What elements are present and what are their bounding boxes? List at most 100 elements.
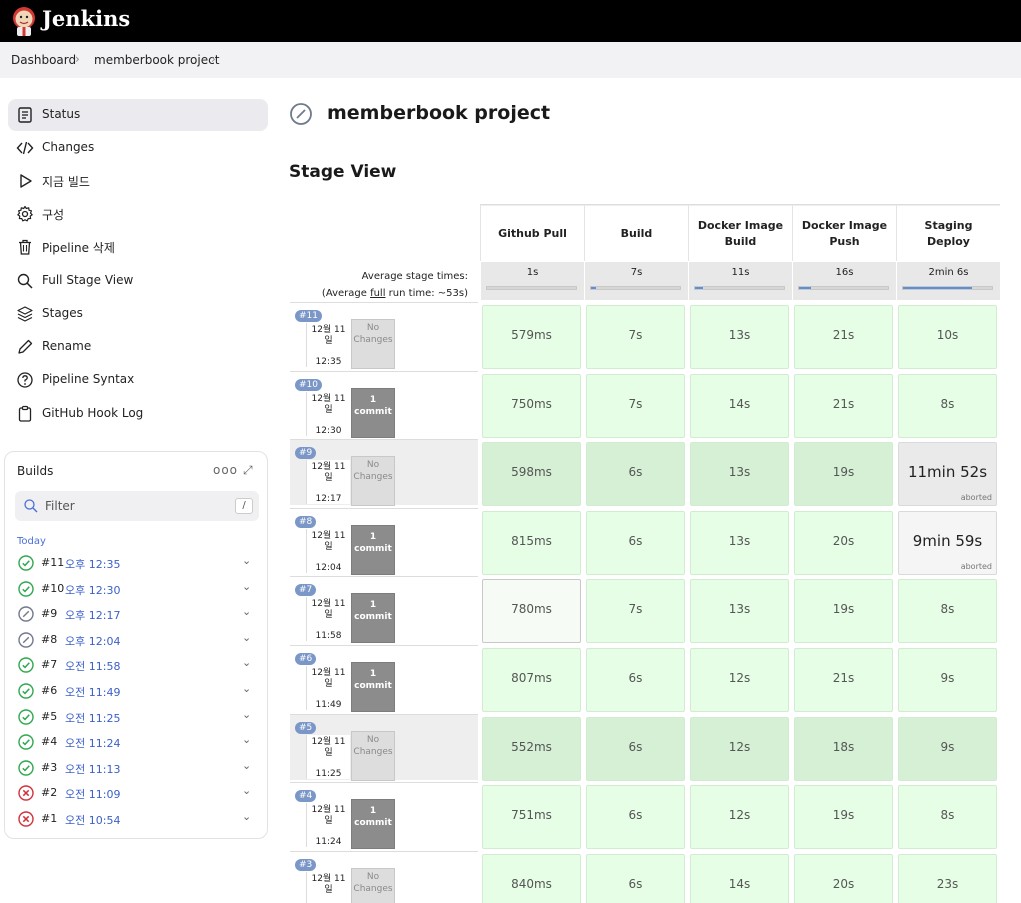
build-time[interactable]: 오후 12:35 bbox=[65, 558, 121, 571]
build-time[interactable]: 오전 11:24 bbox=[65, 737, 121, 751]
run-number-badge[interactable]: #11 bbox=[295, 310, 322, 322]
run-changes[interactable]: No Changes bbox=[351, 456, 395, 506]
stage-cell[interactable]: 21s bbox=[794, 305, 893, 369]
chevron-down-icon[interactable]: ⌄ bbox=[242, 810, 252, 823]
build-number[interactable]: #8 bbox=[41, 632, 58, 646]
chevron-down-icon[interactable]: ⌄ bbox=[242, 758, 252, 772]
stage-cell[interactable]: 19s bbox=[794, 579, 893, 643]
build-number[interactable]: #6 bbox=[41, 684, 58, 697]
run-changes[interactable]: 1 commit bbox=[351, 799, 395, 849]
build-number[interactable]: #11 bbox=[41, 556, 65, 569]
stage-cell[interactable]: 8s bbox=[898, 785, 997, 849]
chevron-down-icon[interactable]: ⌄ bbox=[242, 630, 252, 644]
stage-cell[interactable]: 8s bbox=[898, 579, 997, 643]
build-time[interactable]: 오후 12:30 bbox=[65, 583, 121, 597]
stage-cell[interactable]: 18s bbox=[794, 717, 893, 781]
stage-cell[interactable]: 13s bbox=[690, 579, 789, 643]
sidebar-item-configure[interactable]: 구성 bbox=[8, 198, 268, 230]
sidebar-item-github-hook-log[interactable]: GitHub Hook Log bbox=[8, 398, 268, 430]
build-time[interactable]: 오전 11:49 bbox=[65, 686, 121, 699]
stage-cell[interactable]: 552ms bbox=[482, 717, 581, 781]
run-number-badge[interactable]: #7 bbox=[295, 584, 317, 596]
stage-cell[interactable]: 7s bbox=[586, 305, 685, 369]
brand-name[interactable]: Jenkins bbox=[42, 6, 131, 31]
stage-cell[interactable]: 13s bbox=[690, 442, 789, 506]
build-number[interactable]: #7 bbox=[41, 658, 58, 672]
sidebar-item-pipeline-syntax[interactable]: Pipeline Syntax bbox=[8, 364, 268, 396]
build-row[interactable]: #8 오후 12:04 ⌄ bbox=[15, 628, 259, 653]
build-number[interactable]: #3 bbox=[41, 760, 58, 774]
build-row[interactable]: #6 오전 11:49 ⌄ bbox=[15, 679, 259, 704]
build-time[interactable]: 오전 11:09 bbox=[65, 788, 121, 802]
build-number[interactable]: #1 bbox=[41, 812, 58, 825]
run-changes[interactable]: 1 commit bbox=[351, 662, 395, 712]
sidebar-item-status[interactable]: Status bbox=[8, 99, 268, 131]
stage-cell[interactable]: 815ms bbox=[482, 511, 581, 575]
chevron-right-icon[interactable]: › bbox=[211, 52, 216, 66]
chevron-down-icon[interactable]: ⌄ bbox=[242, 605, 252, 619]
stage-cell[interactable]: 8s bbox=[898, 374, 997, 438]
build-row[interactable]: #7 오전 11:58 ⌄ bbox=[15, 653, 259, 678]
sidebar-item-rename[interactable]: Rename bbox=[8, 331, 268, 363]
build-number[interactable]: #9 bbox=[41, 607, 58, 621]
build-number[interactable]: #2 bbox=[41, 786, 58, 800]
run-number-badge[interactable]: #3 bbox=[295, 859, 317, 871]
stage-cell[interactable]: 12s bbox=[690, 785, 789, 849]
stage-cell[interactable]: 21s bbox=[794, 648, 893, 712]
stage-cell[interactable]: 807ms bbox=[482, 648, 581, 712]
stage-cell[interactable]: 19s bbox=[794, 442, 893, 506]
build-time[interactable]: 오전 10:54 bbox=[65, 814, 121, 827]
run-changes[interactable]: 1 commit bbox=[351, 388, 395, 438]
build-row[interactable]: #1 오전 10:54 ⌄ bbox=[15, 807, 259, 832]
build-time[interactable]: 오후 12:17 bbox=[65, 609, 121, 623]
sidebar-item-stages[interactable]: Stages bbox=[8, 298, 268, 330]
run-number-badge[interactable]: #9 bbox=[295, 447, 317, 459]
stage-cell[interactable]: 6s bbox=[586, 785, 685, 849]
build-time[interactable]: 오전 11:58 bbox=[65, 660, 121, 674]
run-changes[interactable]: 1 commit bbox=[351, 525, 395, 575]
run-changes[interactable]: No Changes bbox=[351, 868, 395, 903]
build-row[interactable]: #10 오후 12:30 ⌄ bbox=[15, 577, 259, 602]
stage-cell[interactable]: 13s bbox=[690, 511, 789, 575]
build-time[interactable]: 오후 12:04 bbox=[65, 634, 121, 648]
chevron-down-icon[interactable]: ⌄ bbox=[242, 579, 252, 593]
stage-cell[interactable]: 20s bbox=[794, 511, 893, 575]
build-row[interactable]: #5 오전 11:25 ⌄ bbox=[15, 705, 259, 730]
stage-cell[interactable]: 9s bbox=[898, 717, 997, 781]
stage-cell[interactable]: 598ms bbox=[482, 442, 581, 506]
avg-full-link[interactable]: full bbox=[370, 288, 386, 299]
chevron-down-icon[interactable]: ⌄ bbox=[242, 707, 252, 721]
stage-cell[interactable]: 7s bbox=[586, 374, 685, 438]
chevron-down-icon[interactable]: ⌄ bbox=[242, 682, 252, 695]
sidebar-item-changes[interactable]: Changes bbox=[8, 132, 268, 164]
build-row[interactable]: #4 오전 11:24 ⌄ bbox=[15, 730, 259, 755]
stage-cell[interactable]: 12s bbox=[690, 717, 789, 781]
build-number[interactable]: #10 bbox=[41, 581, 65, 595]
stage-cell[interactable]: 9s bbox=[898, 648, 997, 712]
breadcrumb-project[interactable]: memberbook project bbox=[94, 53, 220, 67]
run-number-badge[interactable]: #5 bbox=[295, 722, 317, 734]
run-number-badge[interactable]: #8 bbox=[295, 516, 317, 528]
stage-cell[interactable]: 11min 52s aborted bbox=[898, 442, 997, 506]
stage-cell[interactable]: 13s bbox=[690, 305, 789, 369]
stage-cell[interactable]: 7s bbox=[586, 579, 685, 643]
build-number[interactable]: #5 bbox=[41, 709, 58, 723]
sidebar-item-build-now[interactable]: 지금 빌드 bbox=[8, 165, 268, 197]
chevron-down-icon[interactable]: ⌄ bbox=[242, 784, 252, 798]
stage-cell[interactable]: 10s bbox=[898, 305, 997, 369]
stage-cell[interactable]: 6s bbox=[586, 854, 685, 903]
stage-cell[interactable]: 6s bbox=[586, 511, 685, 575]
run-number-badge[interactable]: #6 bbox=[295, 653, 317, 665]
stage-cell[interactable]: 751ms bbox=[482, 785, 581, 849]
stage-cell[interactable]: 6s bbox=[586, 648, 685, 712]
build-row[interactable]: #11 오후 12:35 ⌄ bbox=[15, 551, 259, 576]
builds-filter-input[interactable]: Filter / bbox=[15, 491, 259, 521]
run-number-badge[interactable]: #4 bbox=[295, 790, 317, 802]
stage-cell[interactable]: 12s bbox=[690, 648, 789, 712]
stage-cell[interactable]: 780ms bbox=[482, 579, 581, 643]
sidebar-item-delete-pipeline[interactable]: Pipeline 삭제 bbox=[8, 231, 268, 263]
breadcrumb-dashboard[interactable]: Dashboard bbox=[11, 53, 77, 67]
stage-cell[interactable]: 750ms bbox=[482, 374, 581, 438]
stage-cell[interactable]: 6s bbox=[586, 442, 685, 506]
build-row[interactable]: #3 오전 11:13 ⌄ bbox=[15, 756, 259, 781]
